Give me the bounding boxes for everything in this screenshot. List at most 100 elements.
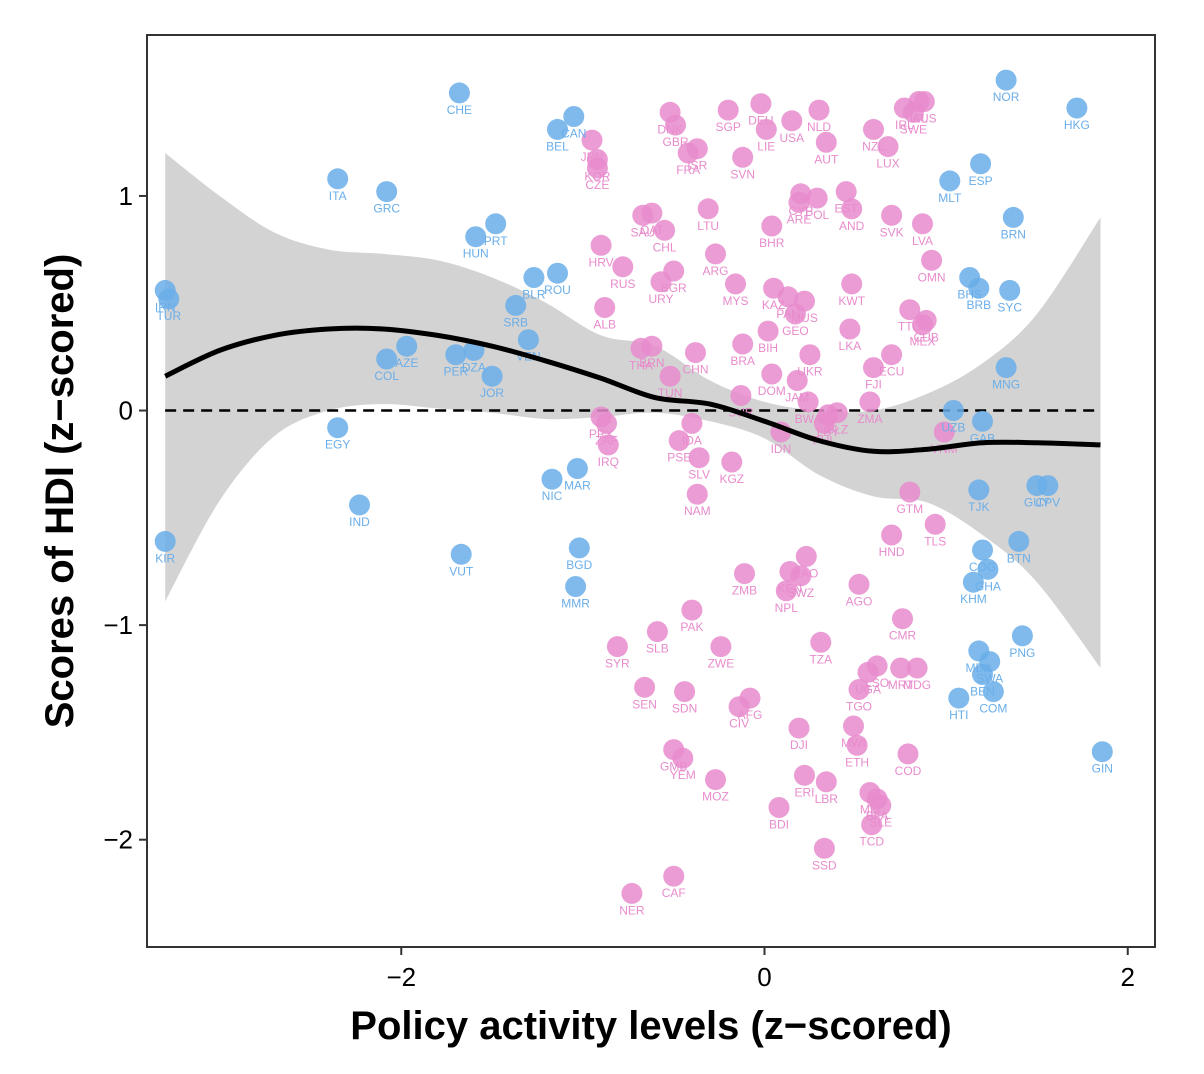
- data-point-ida: [681, 412, 703, 434]
- point-label-bih: BIH: [758, 341, 778, 355]
- data-point-npl: [775, 580, 797, 602]
- point-label-bhs: BHS: [957, 288, 982, 302]
- data-point-mng: [995, 357, 1017, 379]
- data-point-mlt: [939, 170, 961, 192]
- data-point-sen: [634, 676, 656, 698]
- point-label-chn: CHN: [683, 363, 709, 377]
- point-label-kgz: KGZ: [719, 472, 744, 486]
- point-label-civ: CIV: [729, 717, 749, 731]
- point-label-and: AND: [839, 219, 865, 233]
- point-label-brn: BRN: [1001, 227, 1026, 241]
- data-point-mwi: [843, 715, 864, 737]
- data-point-mar: [566, 458, 588, 479]
- data-point-zwe: [710, 636, 732, 658]
- data-point-syc: [999, 279, 1021, 301]
- point-label-aut: AUT: [814, 152, 839, 166]
- point-label-fra: FRA: [676, 163, 700, 177]
- point-label-omn: OMN: [918, 270, 946, 284]
- data-point-kgz: [721, 451, 743, 473]
- point-label-lso: LSO: [865, 676, 889, 690]
- data-point-est: [835, 181, 857, 203]
- x-axis: −2 0 2: [386, 947, 1135, 992]
- data-point-sdn: [674, 681, 696, 703]
- data-point-tto: [899, 299, 921, 321]
- data-point-mex: [912, 314, 933, 336]
- point-label-hun: HUN: [463, 247, 489, 261]
- data-point-mys: [725, 273, 746, 295]
- point-label-zaf: ZAF: [595, 433, 618, 447]
- point-label-ury: URY: [648, 292, 673, 306]
- data-point-uzb: [942, 400, 964, 421]
- data-point-mrt: [890, 657, 912, 679]
- point-label-hti: HTI: [949, 708, 968, 722]
- point-label-lva: LVA: [912, 234, 933, 248]
- point-label-hrv: HRV: [589, 255, 614, 269]
- point-label-eri: ERI: [794, 785, 814, 799]
- data-point-brb: [968, 277, 990, 299]
- data-point-kir: [154, 530, 176, 552]
- point-label-guy: GUY: [1024, 496, 1050, 510]
- point-label-nzl: NZL: [862, 139, 885, 153]
- point-label-irl: IRL: [895, 118, 914, 132]
- data-point-gha: [977, 558, 999, 580]
- point-label-ecu: ECU: [879, 365, 904, 379]
- data-point-ukr: [799, 344, 821, 366]
- data-point-bwa: [797, 391, 819, 413]
- data-point-bra: [732, 333, 754, 355]
- data-point-jor: [481, 365, 503, 387]
- point-label-ltu: LTU: [697, 219, 719, 233]
- point-label-sdn: SDN: [672, 702, 697, 716]
- point-label-dom: DOM: [758, 384, 786, 398]
- point-label-pse: PSE: [667, 451, 691, 465]
- data-point-bhr: [761, 215, 783, 237]
- data-point-isr: [686, 138, 708, 160]
- point-label-arg: ARG: [702, 264, 728, 278]
- point-label-deu: DEU: [748, 114, 773, 128]
- data-point-pan: [777, 286, 799, 308]
- data-point-lao: [795, 545, 817, 567]
- data-point-hkg: [1066, 97, 1088, 119]
- data-point-caf: [663, 865, 685, 887]
- data-point-tgo: [848, 679, 870, 700]
- point-label-prt: PRT: [484, 234, 508, 248]
- data-point-egy: [327, 417, 349, 439]
- data-point-ita: [327, 168, 349, 190]
- point-label-gmb: GMB: [660, 760, 687, 774]
- point-label-che: CHE: [447, 103, 472, 117]
- point-label-bgd: BGD: [566, 558, 592, 572]
- data-point-chn: [685, 342, 706, 364]
- point-label-mwi: MWI: [841, 736, 866, 750]
- point-label-mys: MYS: [722, 294, 748, 308]
- data-point-bih: [757, 320, 779, 342]
- point-label-nor: NOR: [993, 90, 1020, 104]
- point-label-isr: ISR: [687, 159, 707, 173]
- point-label-srb: SRB: [503, 315, 528, 329]
- point-label-mli: MLI: [860, 803, 880, 817]
- point-label-lbr: LBR: [815, 792, 839, 806]
- data-point-gab: [972, 410, 993, 432]
- point-label-egy: EGY: [325, 438, 350, 452]
- point-label-ukr: UKR: [797, 365, 823, 379]
- point-label-cog: COG: [969, 560, 996, 574]
- data-point-ven: [517, 329, 539, 351]
- point-label-cub: CUB: [914, 330, 939, 344]
- y-tick-label: −1: [103, 610, 133, 640]
- data-point-bgd: [568, 537, 590, 559]
- point-label-lie: LIE: [757, 139, 775, 153]
- data-point-lka: [839, 318, 861, 340]
- data-point-eri: [794, 764, 815, 786]
- data-point-eth: [846, 734, 868, 756]
- data-point-btn: [1008, 530, 1030, 552]
- data-point-irq: [597, 434, 619, 456]
- data-point-blr: [523, 267, 545, 288]
- data-point-syr: [606, 636, 628, 658]
- x-tick-label: 0: [757, 962, 771, 992]
- point-label-sgp: SGP: [716, 120, 741, 134]
- point-label-blz: BLZ: [826, 423, 848, 437]
- point-label-mex: MEX: [909, 335, 935, 349]
- y-tick-label: −2: [103, 825, 133, 855]
- point-label-gin: GIN: [1092, 762, 1113, 776]
- point-label-idn: IDN: [771, 442, 792, 456]
- point-label-bfa: BFA: [866, 809, 889, 823]
- data-point-srb: [505, 294, 527, 316]
